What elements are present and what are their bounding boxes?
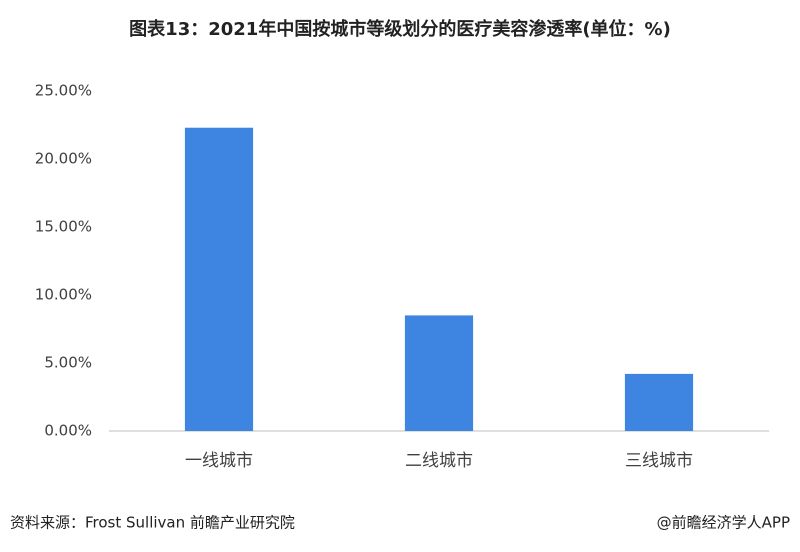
bar — [624, 373, 694, 431]
source-note: 资料来源：Frost Sullivan 前瞻产业研究院 — [10, 514, 295, 532]
y-tick-label: 10.00% — [35, 286, 92, 304]
x-tick-label: 一线城市 — [185, 451, 253, 471]
y-tick-label: 20.00% — [35, 150, 92, 168]
y-tick-label: 0.00% — [44, 422, 92, 440]
bar — [404, 315, 474, 431]
y-tick-label: 15.00% — [35, 218, 92, 236]
y-tick-label: 25.00% — [35, 82, 92, 100]
y-tick-label: 5.00% — [44, 354, 92, 372]
bar — [184, 127, 254, 431]
x-tick-label: 二线城市 — [405, 451, 473, 471]
x-tick-label: 三线城市 — [625, 451, 693, 471]
credit: @前瞻经济学人APP — [657, 514, 790, 532]
chart-title: 图表13：2021年中国按城市等级划分的医疗美容渗透率(单位：%) — [129, 18, 671, 40]
